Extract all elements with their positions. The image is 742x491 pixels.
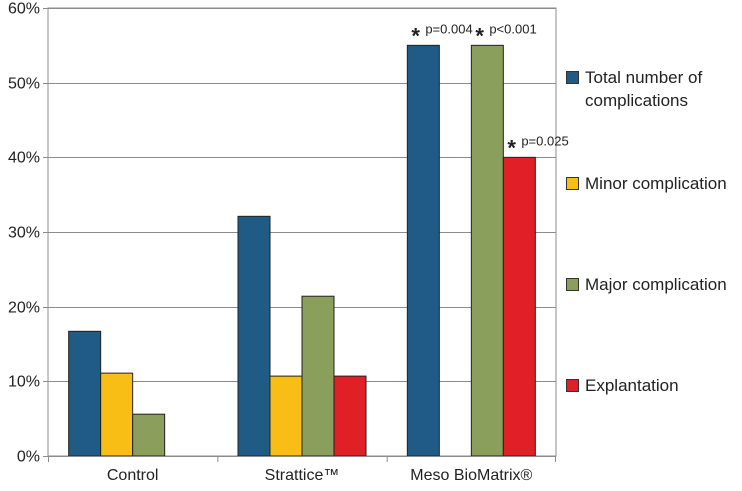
- y-tick-label: 30%: [8, 225, 40, 242]
- bar: [237, 215, 271, 457]
- legend-label-total: Total number of complications: [585, 68, 703, 110]
- legend-label-major: Major complication: [585, 275, 727, 294]
- p-value-label: p<0.001: [489, 21, 536, 36]
- bar: [301, 295, 335, 457]
- bar: [100, 372, 134, 457]
- y-tick-label: 50%: [8, 76, 40, 93]
- legend-item-major: Major complication: [566, 273, 742, 296]
- legend-item-minor: Minor complication: [566, 172, 742, 195]
- legend-swatch-explant: [566, 379, 579, 392]
- legend-item-total: Total number of complications: [566, 66, 742, 112]
- x-tick-label: Meso BioMatrix®: [410, 467, 532, 484]
- bar: [406, 44, 440, 457]
- y-tick-label: 60%: [8, 1, 40, 18]
- legend-swatch-total: [566, 71, 579, 84]
- bar: [502, 156, 536, 457]
- significance-star: *: [507, 135, 516, 160]
- p-value-label: p=0.004: [425, 21, 472, 36]
- y-tick-label: 20%: [8, 300, 40, 317]
- y-tick-label: 40%: [8, 150, 40, 167]
- legend-item-explant: Explantation: [566, 374, 742, 397]
- bar: [132, 413, 166, 457]
- bar: [333, 375, 367, 457]
- bar: [269, 375, 303, 457]
- x-tick-label: Strattice™: [265, 467, 340, 484]
- y-tick-label: 10%: [8, 374, 40, 391]
- legend-label-minor: Minor complication: [585, 174, 727, 193]
- legend-swatch-minor: [566, 177, 579, 190]
- x-tick-label: Control: [107, 467, 159, 484]
- p-value-label: p=0.025: [521, 133, 568, 148]
- y-tick-label: 0%: [17, 449, 40, 466]
- significance-star: *: [475, 23, 484, 48]
- bar: [68, 330, 102, 457]
- significance-star: *: [411, 23, 420, 48]
- bar: [470, 44, 504, 457]
- legend-swatch-major: [566, 278, 579, 291]
- legend-label-explant: Explantation: [585, 376, 679, 395]
